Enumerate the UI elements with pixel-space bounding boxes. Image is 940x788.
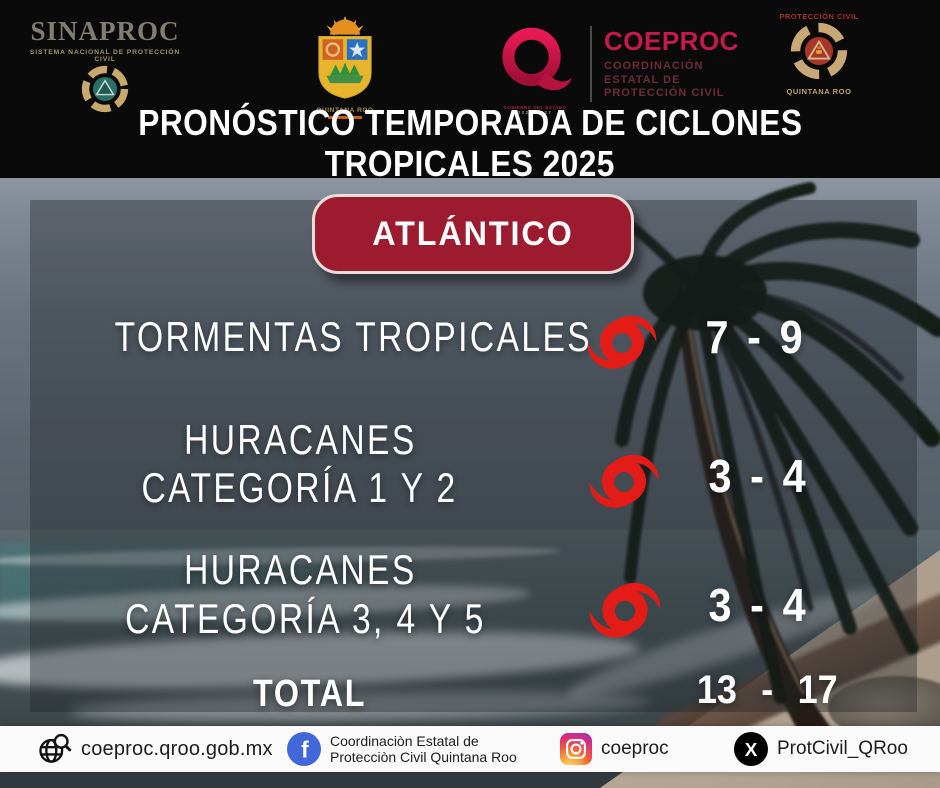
instagram-handle: coeproc: [601, 738, 669, 759]
coeproc-logo: GOBIERNO DEL ESTADO 2022-2027 COEPROC CO…: [492, 26, 739, 115]
svg-text:f: f: [301, 737, 309, 763]
row-label-huracanes-3-4-5-line1: HURACANES: [183, 546, 417, 593]
sinaproc-logo: SINAPROC SISTEMA NACIONAL DE PROTECCIÓN …: [26, 16, 184, 120]
proteccion-civil-emblem-icon: [790, 22, 848, 80]
total-value: 13 - 17: [697, 668, 838, 712]
instagram-icon: [560, 733, 592, 765]
svg-text:X: X: [745, 740, 758, 761]
row-value-huracanes-3-4-5: 3 - 4: [708, 579, 807, 631]
facebook-label: Coordinaciòn Estatal de Protecciòn Civil…: [330, 732, 517, 766]
row-value-huracanes-1-2: 3 - 4: [708, 450, 807, 502]
coeproc-footnote-years: 2022-2027: [517, 110, 553, 115]
total-label: TOTAL: [253, 673, 367, 715]
row-label-huracanes-1-2-line1: HURACANES: [183, 416, 417, 463]
quintana-roo-caption: QUINTANA ROO: [316, 107, 374, 114]
x-link[interactable]: X ProtCivil_QRoo: [734, 726, 908, 772]
hurricane-icon: [586, 440, 662, 524]
logo-divider: [590, 26, 592, 102]
sinaproc-subtitle: SISTEMA NACIONAL DE PROTECCIÓN CIVIL: [29, 49, 181, 63]
sinaproc-emblem-icon: [81, 65, 129, 113]
hurricane-icon: [584, 302, 660, 384]
quintana-roo-caption-bar: [328, 116, 362, 119]
x-icon: X: [734, 732, 768, 766]
row-label-huracanes-3-4-5-line2: CATEGORÍA 3, 4 Y 5: [124, 595, 486, 642]
proteccion-civil-caption: QUINTANA ROO: [786, 87, 852, 96]
region-badge-atlantico: ATLÁNTICO: [312, 194, 634, 274]
photo-dark-overlay: [30, 200, 917, 712]
globe-search-icon: [39, 733, 72, 763]
coeproc-q-icon: [502, 27, 572, 91]
coeproc-subtitle: COORDINACIÓN ESTATAL DE PROTECCIÓN CIVIL: [604, 60, 725, 99]
sinaproc-wordmark: SINAPROC: [30, 16, 180, 46]
proteccion-civil-title: PROTECCIÓN CIVIL: [779, 12, 859, 21]
page-title: PRONÓSTICO TEMPORADA DE CICLONES TROPICA…: [137, 102, 803, 184]
row-value-tormentas: 7 - 9: [705, 311, 805, 363]
sea-tint: [0, 543, 430, 619]
x-handle: ProtCivil_QRoo: [777, 738, 908, 759]
quintana-roo-coat-of-arms: QUINTANA ROO: [303, 14, 387, 119]
header: SINAPROC SISTEMA NACIONAL DE PROTECCIÓN …: [0, 0, 940, 184]
website-link[interactable]: coeproc.qroo.gob.mx: [36, 726, 273, 772]
quintana-roo-shield-icon: [318, 15, 372, 99]
facebook-link[interactable]: f Coordinaciòn Estatal de Protecciòn Civ…: [287, 726, 517, 772]
hurricane-icon: [586, 568, 664, 654]
footer-social-bar: coeproc.qroo.gob.mx f Coordinaciòn Estat…: [0, 726, 940, 772]
row-label-huracanes-1-2-line2: CATEGORÍA 1 Y 2: [141, 464, 459, 511]
proteccion-civil-logo: PROTECCIÓN CIVIL QUINTANA ROO: [763, 12, 875, 96]
coeproc-footnote: GOBIERNO DEL ESTADO: [503, 105, 567, 110]
website-url: coeproc.qroo.gob.mx: [81, 737, 273, 760]
row-label-tormentas-tropicales: TORMENTAS TROPICALES: [114, 313, 593, 360]
coeproc-wordmark: COEPROC: [604, 26, 739, 56]
instagram-link[interactable]: coeproc: [560, 726, 669, 772]
facebook-icon: f: [287, 732, 321, 766]
